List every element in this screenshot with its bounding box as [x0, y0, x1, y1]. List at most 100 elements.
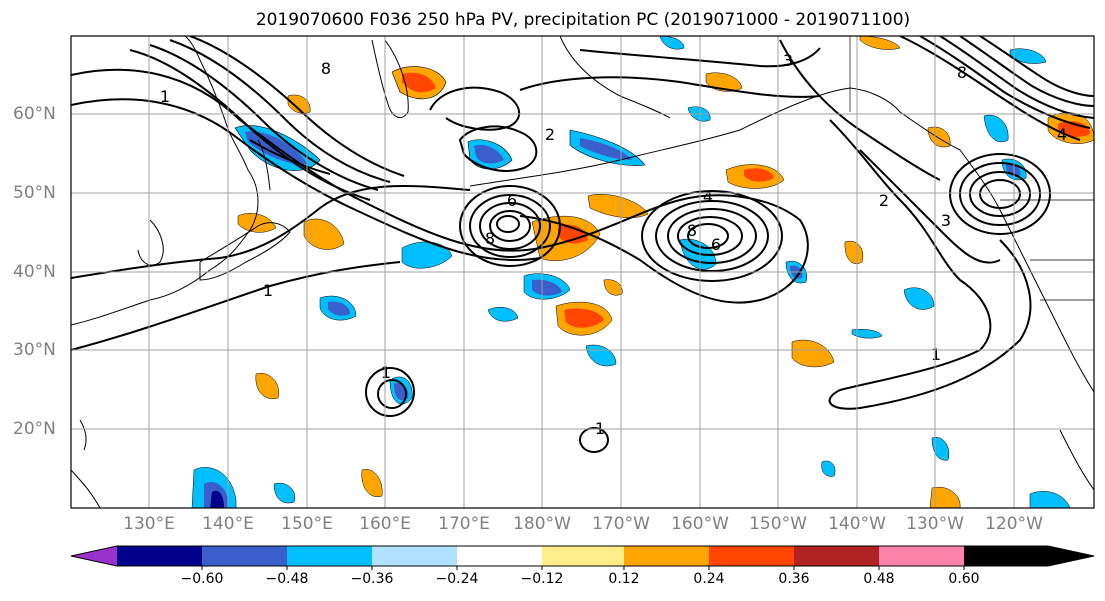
shade-orange	[361, 468, 383, 498]
shade-orange	[587, 193, 649, 218]
contour-label: 1	[160, 87, 170, 106]
shade-orange	[791, 339, 835, 368]
lon-label: 130°E	[123, 514, 175, 534]
borders	[849, 36, 1094, 301]
coastline-kamchatka	[371, 39, 409, 119]
map-frame	[70, 35, 1095, 509]
shade-orange	[255, 372, 279, 400]
contour-label: 1	[263, 281, 273, 300]
shade-red	[564, 308, 604, 328]
coastline-aleutians	[469, 129, 741, 187]
lat-label-50n: 50°N	[13, 183, 56, 203]
coastline-alaska-south	[739, 87, 961, 151]
colorbar-tick: 0.48	[863, 571, 895, 587]
shade-darkblue	[532, 279, 562, 296]
shade-blue	[931, 436, 950, 461]
contour-label: 6	[507, 191, 517, 210]
lat-label-60n: 60°N	[13, 104, 56, 124]
lon-label: 160°E	[359, 514, 411, 534]
shade-blue	[983, 114, 1009, 143]
shade-blue	[903, 287, 935, 310]
shade-blue	[659, 36, 685, 50]
colorbar-tick: −0.24	[435, 571, 479, 587]
lon-label: 150°W	[749, 514, 807, 534]
colorbar-segment	[624, 546, 709, 566]
colorbar-segment	[372, 546, 457, 566]
coastline-sakhalin	[257, 139, 271, 191]
shade-blue	[273, 482, 296, 504]
shade-red	[558, 224, 588, 244]
contour-label: 2	[545, 125, 555, 144]
lon-label: 180°W	[513, 514, 571, 534]
shade-darkblue	[474, 144, 504, 164]
lon-label: 120°W	[985, 514, 1043, 534]
coastline-asia	[71, 36, 259, 326]
shade-orange	[859, 36, 901, 50]
colorbar-tick: −0.60	[180, 571, 224, 587]
shade-orange	[929, 486, 961, 508]
colorbar-tick: −0.12	[520, 571, 564, 587]
shade-blue	[487, 307, 519, 322]
shade-orange	[287, 94, 311, 114]
colorbar-segment	[287, 546, 372, 566]
contour-label: 2	[879, 191, 889, 210]
shade-navy	[210, 490, 224, 508]
colorbar-tick: −0.36	[350, 571, 394, 587]
graticule	[71, 36, 1094, 508]
colorbar	[70, 545, 1095, 570]
lat-label-30n: 30°N	[13, 340, 56, 360]
lon-label: 130°W	[906, 514, 964, 534]
contour-label: 6	[711, 235, 721, 254]
shade-darkblue	[580, 138, 632, 160]
contour-label-group: 1 1 1 1 1 2 2 3 3 4 4 6 6 8 8 8 8	[160, 51, 1067, 438]
shade-orange	[303, 218, 345, 250]
shade-orange	[603, 279, 623, 296]
shade-darkblue	[328, 301, 350, 316]
colorbar-tick: 0.60	[948, 571, 980, 587]
coastline-korea	[137, 219, 164, 266]
colorbar-tick: −0.48	[265, 571, 309, 587]
contour-label: 8	[321, 59, 331, 78]
lat-label-40n: 40°N	[13, 262, 56, 282]
shade-orange	[237, 213, 277, 233]
shade-blue	[401, 241, 453, 269]
colorbar-segment	[542, 546, 624, 566]
colorbar-tick: 0.12	[608, 571, 640, 587]
contour-label: 4	[703, 187, 713, 206]
colorbar-segment	[117, 546, 202, 566]
colorbar-tick: 0.36	[778, 571, 810, 587]
coastline-bc	[959, 149, 1031, 271]
colorbar-segment	[794, 546, 879, 566]
lon-label: 160°W	[671, 514, 729, 534]
coastline-taiwan	[79, 419, 87, 451]
lat-label-20n: 20°N	[13, 419, 56, 439]
colorbar-segment	[709, 546, 794, 566]
shade-red	[1058, 121, 1090, 137]
contour-label: 3	[941, 211, 951, 230]
shade-red	[744, 168, 774, 182]
lon-label: 140°E	[202, 514, 254, 534]
shade-orange	[844, 240, 864, 264]
lon-label: 150°E	[281, 514, 333, 534]
contour-label: 8	[687, 221, 697, 240]
lon-label: 140°W	[828, 514, 886, 534]
coastline-uswest	[1029, 269, 1094, 393]
precip-shading	[191, 36, 1094, 508]
shade-blue	[821, 460, 836, 477]
contour-label: 8	[485, 229, 495, 248]
colorbar-segment	[457, 546, 542, 566]
lon-label: 170°W	[592, 514, 650, 534]
colorbar-segment	[879, 546, 964, 566]
colorbar-segment	[202, 546, 287, 566]
colorbar-segment	[71, 546, 117, 566]
shade-blue	[851, 329, 883, 339]
contour-label: 3	[783, 51, 793, 70]
coastline-mexico	[1059, 429, 1094, 491]
colorbar-outline	[70, 545, 1095, 567]
shade-blue	[1029, 491, 1071, 508]
lon-label: 170°E	[438, 514, 490, 534]
contour-label: 1	[931, 345, 941, 364]
contour-label: 1	[381, 363, 391, 382]
coastline-alaska-west	[559, 36, 671, 119]
